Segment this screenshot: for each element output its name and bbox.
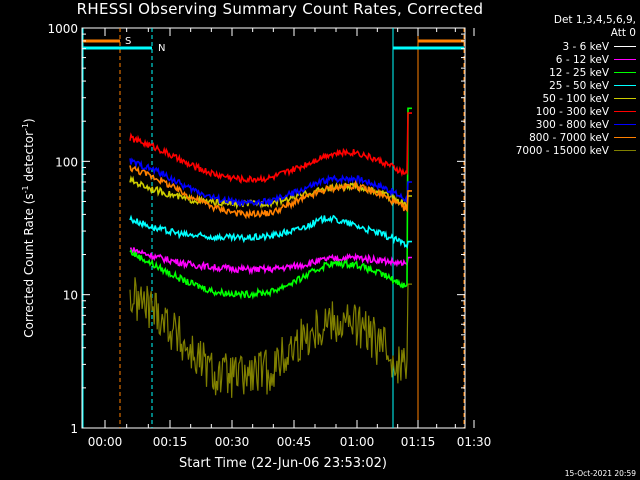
x-tick-label: 01:30	[457, 435, 492, 449]
legend-entry: 3 - 6 keV	[476, 40, 636, 53]
marker-label-s: S	[125, 36, 131, 47]
legend: Det 1,3,4,5,6,9, Att 0 3 - 6 keV 6 - 12 k…	[476, 14, 636, 157]
legend-entry-label: 50 - 100 keV	[542, 92, 609, 105]
legend-swatch	[614, 137, 636, 138]
y-tick-label: 100	[55, 155, 78, 169]
legend-header-line1: Det 1,3,4,5,6,9,	[553, 14, 636, 26]
legend-swatch	[614, 111, 636, 112]
legend-entry: 50 - 100 keV	[476, 92, 636, 105]
x-tick-label: 00:15	[153, 435, 188, 449]
legend-entry-label: 6 - 12 keV	[555, 53, 609, 66]
legend-header-line2: Att 0	[610, 27, 636, 39]
series-line-6	[129, 157, 412, 207]
legend-swatch	[614, 124, 636, 125]
legend-entry-label: 12 - 25 keV	[549, 66, 609, 79]
legend-entry: 6 - 12 keV	[476, 53, 636, 66]
x-tick-label: 00:00	[88, 435, 123, 449]
x-tick-label: 00:45	[277, 435, 312, 449]
marker-label-n: N	[158, 43, 165, 54]
legend-entry-label: 800 - 7000 keV	[529, 131, 609, 144]
timestamp: 15-Oct-2021 20:59	[564, 469, 636, 478]
legend-entry: 25 - 50 keV	[476, 79, 636, 92]
legend-entry: 12 - 25 keV	[476, 66, 636, 79]
series-line-8	[129, 277, 412, 398]
series-line-1	[129, 247, 412, 276]
y-tick-label: 1000	[47, 22, 78, 36]
y-axis-label: Corrected Count Rate (s-1 detector-1)	[21, 118, 36, 337]
legend-swatch	[614, 59, 636, 60]
legend-entry-label: 25 - 50 keV	[549, 79, 609, 92]
series-line-3	[129, 214, 412, 249]
chart-title: RHESSI Observing Summary Count Rates, Co…	[76, 0, 484, 18]
series-line-2	[129, 107, 412, 300]
legend-entry-label: 300 - 800 keV	[535, 118, 609, 131]
x-tick-label: 01:00	[340, 435, 375, 449]
legend-entry: 7000 - 15000 keV	[476, 144, 636, 157]
x-tick-label: 01:15	[401, 435, 436, 449]
legend-swatch	[614, 85, 636, 86]
y-tick-label: 10	[63, 289, 78, 303]
legend-swatch	[614, 46, 636, 47]
legend-swatch	[614, 72, 636, 73]
y-tick-label: 1	[70, 422, 78, 436]
x-tick-label: 00:30	[215, 435, 250, 449]
series-line-7	[129, 165, 412, 220]
series-line-5	[129, 112, 412, 185]
legend-entry-label: 7000 - 15000 keV	[515, 144, 609, 157]
legend-entry-label: 100 - 300 keV	[535, 105, 609, 118]
legend-swatch	[614, 98, 636, 99]
legend-entry: 100 - 300 keV	[476, 105, 636, 118]
x-axis-label: Start Time (22-Jun-06 23:53:02)	[179, 456, 387, 471]
legend-entry: 300 - 800 keV	[476, 118, 636, 131]
legend-entry: 800 - 7000 keV	[476, 131, 636, 144]
legend-entry-label: 3 - 6 keV	[562, 40, 609, 53]
legend-swatch	[614, 150, 636, 151]
